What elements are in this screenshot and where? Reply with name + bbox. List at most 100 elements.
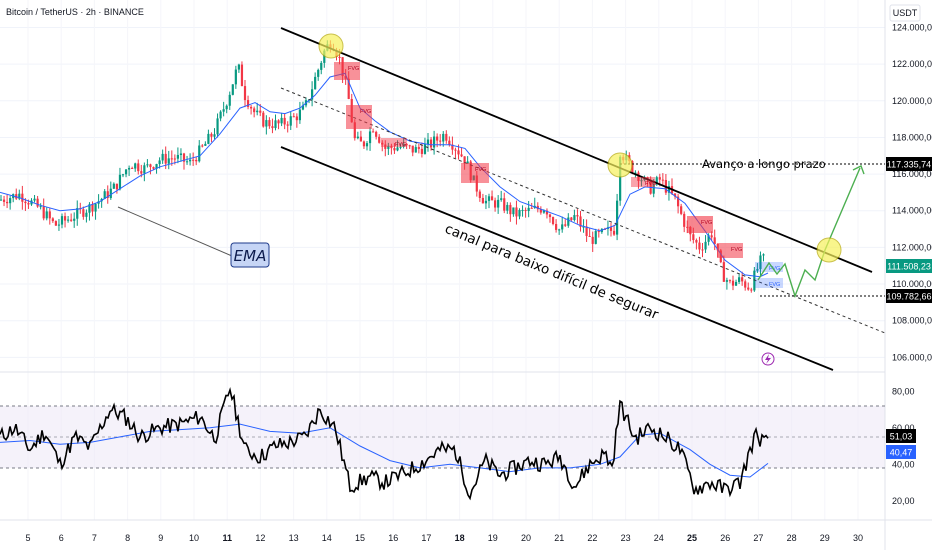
time-axis-label: 13: [289, 533, 299, 543]
candle-body: [88, 204, 91, 213]
rsi-axis-label: 80,00: [892, 386, 915, 396]
candle-body: [234, 69, 237, 85]
candle-body: [570, 217, 573, 221]
candle-body: [76, 208, 79, 219]
candle-body: [393, 148, 396, 151]
candle-body: [213, 134, 216, 137]
rsi-tag-ma-text: 40,47: [890, 448, 913, 458]
time-axis-label: 19: [488, 533, 498, 543]
candle-body: [204, 143, 207, 146]
channel-drawing[interactable]: [280, 27, 886, 371]
time-axis-label: 27: [753, 533, 763, 543]
candle-body: [106, 191, 109, 198]
candle-body: [667, 186, 671, 193]
channel-upper-line[interactable]: [280, 27, 873, 273]
candle-body: [436, 136, 439, 141]
price-axis-label: 120.000,00: [892, 96, 932, 106]
candle-body: [417, 147, 420, 149]
candle-body: [216, 118, 219, 135]
time-axis-label: 21: [554, 533, 564, 543]
candle-body: [692, 234, 695, 241]
fvg-label: FVG: [769, 282, 780, 288]
currency-selector[interactable]: USDT: [889, 4, 921, 22]
candle-body: [152, 167, 155, 169]
price-pane[interactable]: [0, 0, 885, 372]
candle-body: [500, 198, 503, 200]
candle-body: [149, 164, 152, 168]
time-axis-label: 6: [59, 533, 64, 543]
candle-body: [661, 179, 664, 181]
price-axis[interactable]: 124.000,00 122.000,00 120.000,00 118.000,00…: [892, 22, 932, 362]
candle-body: [597, 231, 600, 233]
candle-body: [143, 165, 146, 174]
candle-body: [323, 50, 326, 63]
time-axis-label: 29: [820, 533, 830, 543]
candle-body: [701, 249, 704, 251]
candle-body: [399, 146, 402, 148]
candle-body: [384, 144, 387, 149]
highlight-circle[interactable]: [318, 33, 344, 59]
candle-body: [542, 210, 545, 213]
highlight-circle[interactable]: [607, 152, 633, 178]
candle-body: [683, 213, 686, 227]
candle-body: [655, 177, 658, 185]
candle-body: [728, 280, 732, 282]
candle-body: [134, 163, 137, 169]
fvg-label: FVG: [645, 181, 656, 187]
fvg-label: FVG: [360, 109, 371, 115]
time-axis-label: 5: [25, 533, 30, 543]
candle-body: [173, 158, 176, 160]
candle-body: [512, 207, 515, 215]
candle-body: [137, 163, 140, 172]
highlight-circle[interactable]: [816, 237, 842, 263]
candle-body: [222, 109, 225, 112]
candle-body: [27, 203, 30, 205]
candle-body: [179, 153, 183, 155]
candle-body: [725, 280, 728, 282]
fvg-label: FVG: [475, 167, 486, 173]
candle-body: [405, 143, 408, 146]
candle-body: [231, 84, 234, 95]
candle-body: [677, 196, 680, 207]
candle-body: [756, 269, 759, 271]
candle-body: [539, 209, 542, 213]
channel-lower-line[interactable]: [280, 146, 834, 371]
candle-body: [314, 76, 317, 90]
candle-body: [82, 209, 85, 217]
candle-body: [759, 255, 762, 270]
time-axis[interactable]: 5 6 7 8 9 10 11 12 13 14 15 16 17 18 19 20 21 22 23 24 25 26 2…: [25, 533, 863, 543]
candle-body: [576, 215, 579, 217]
candle-body: [451, 144, 454, 150]
candle-body: [73, 218, 76, 221]
candle-body: [445, 133, 448, 141]
price-axis-label: 122.000,00: [892, 59, 932, 69]
candle-body: [567, 217, 570, 226]
candle-body: [39, 206, 42, 208]
candle-body: [509, 204, 512, 215]
rsi-axis-label: 40,00: [892, 459, 915, 469]
candle-body: [36, 198, 39, 207]
candle-body: [439, 140, 442, 142]
candle-body: [713, 237, 716, 245]
candle-body: [24, 201, 27, 204]
candle-body: [33, 198, 36, 201]
ema-label-box[interactable]: EMA: [230, 242, 270, 268]
candle-body: [609, 227, 613, 231]
ema-pointer-line: [117, 206, 233, 257]
candle-body: [579, 216, 582, 227]
lightning-icon[interactable]: [761, 352, 775, 366]
candle-body: [182, 153, 186, 162]
time-axis-label: 25: [687, 533, 697, 543]
fvg-label: FVG: [769, 266, 780, 272]
candle-body: [155, 164, 158, 169]
candle-body: [91, 204, 94, 212]
time-axis-label: 28: [787, 533, 797, 543]
candle-body: [265, 120, 268, 127]
candle-body: [131, 167, 134, 169]
candle-body: [454, 149, 457, 151]
candle-body: [140, 171, 143, 174]
rsi-axis[interactable]: 80,00 60,00 40,00 20,00: [892, 386, 915, 506]
rsi-pane[interactable]: [0, 406, 885, 468]
channel-mid-line[interactable]: [280, 87, 886, 334]
